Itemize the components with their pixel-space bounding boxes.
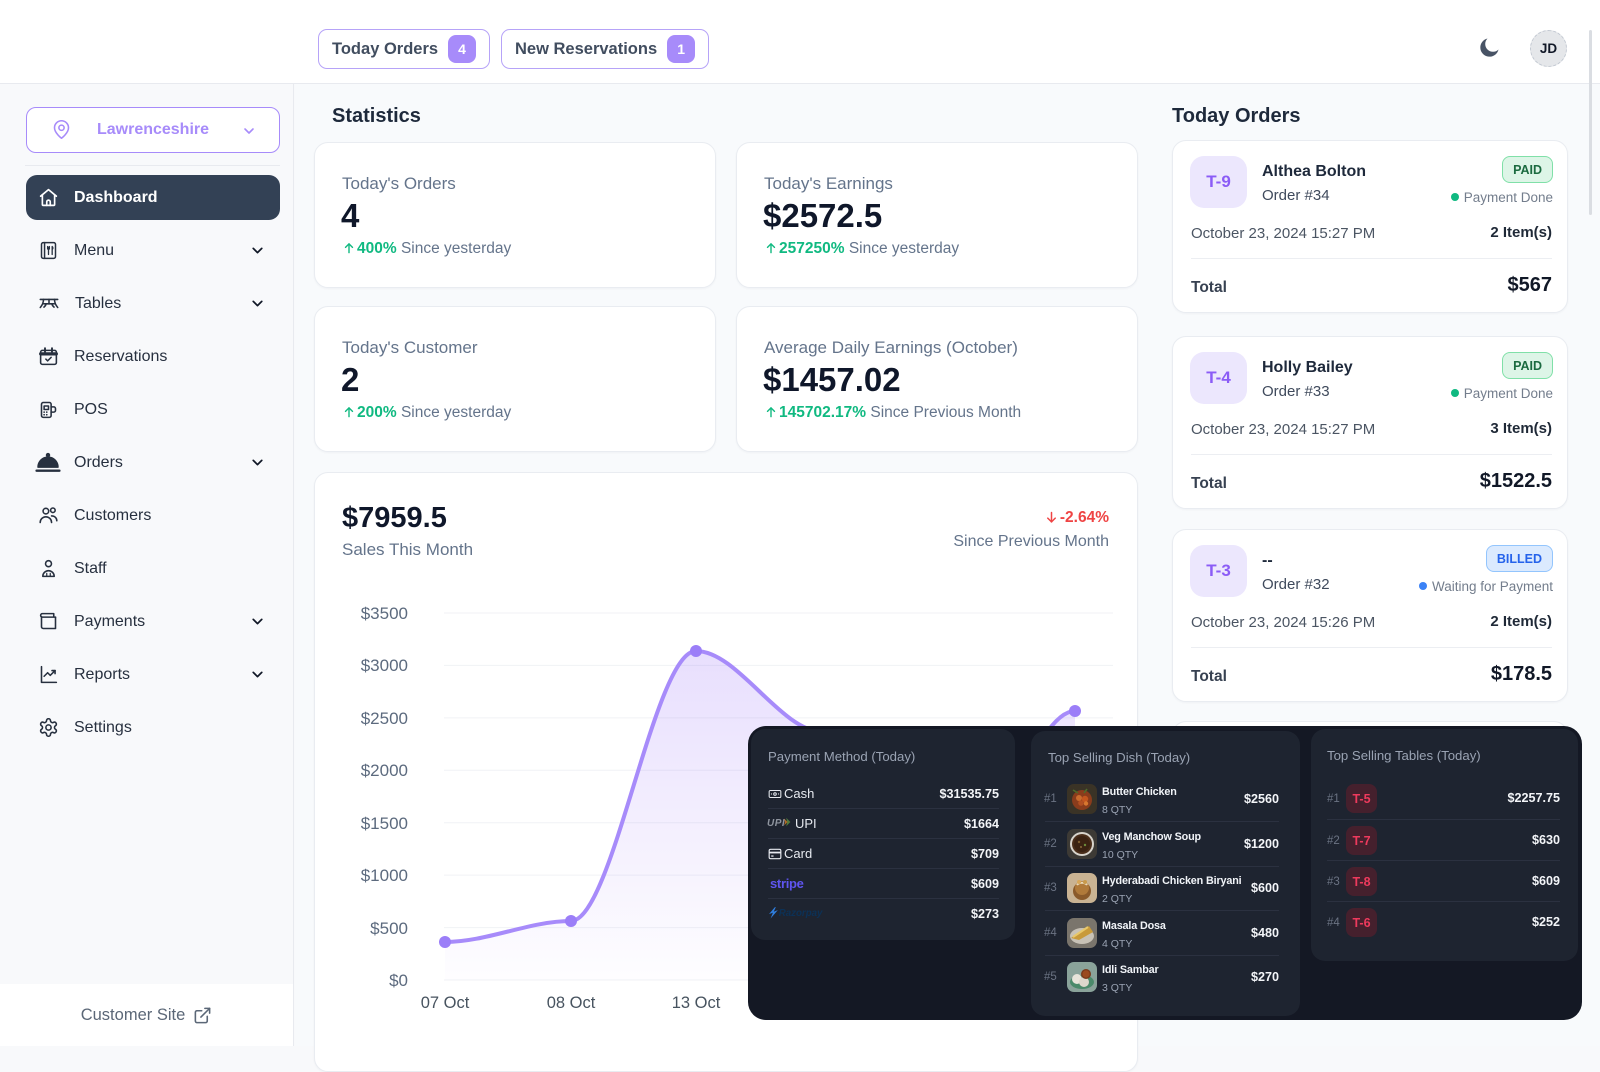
svg-text:$2500: $2500 [361, 709, 408, 728]
svg-text:$500: $500 [370, 919, 408, 938]
svg-text:$1000: $1000 [361, 866, 408, 885]
svg-text:$1500: $1500 [361, 814, 408, 833]
svg-text:Razorpay: Razorpay [779, 908, 823, 919]
svg-text:13 Oct: 13 Oct [672, 994, 721, 1012]
svg-text:UPI: UPI [767, 818, 785, 827]
svg-text:$3500: $3500 [361, 604, 408, 623]
svg-text:$3000: $3000 [361, 656, 408, 675]
svg-text:08 Oct: 08 Oct [547, 994, 596, 1012]
svg-text:$2000: $2000 [361, 761, 408, 780]
svg-text:07 Oct: 07 Oct [421, 994, 470, 1012]
svg-text:$0: $0 [389, 971, 408, 990]
